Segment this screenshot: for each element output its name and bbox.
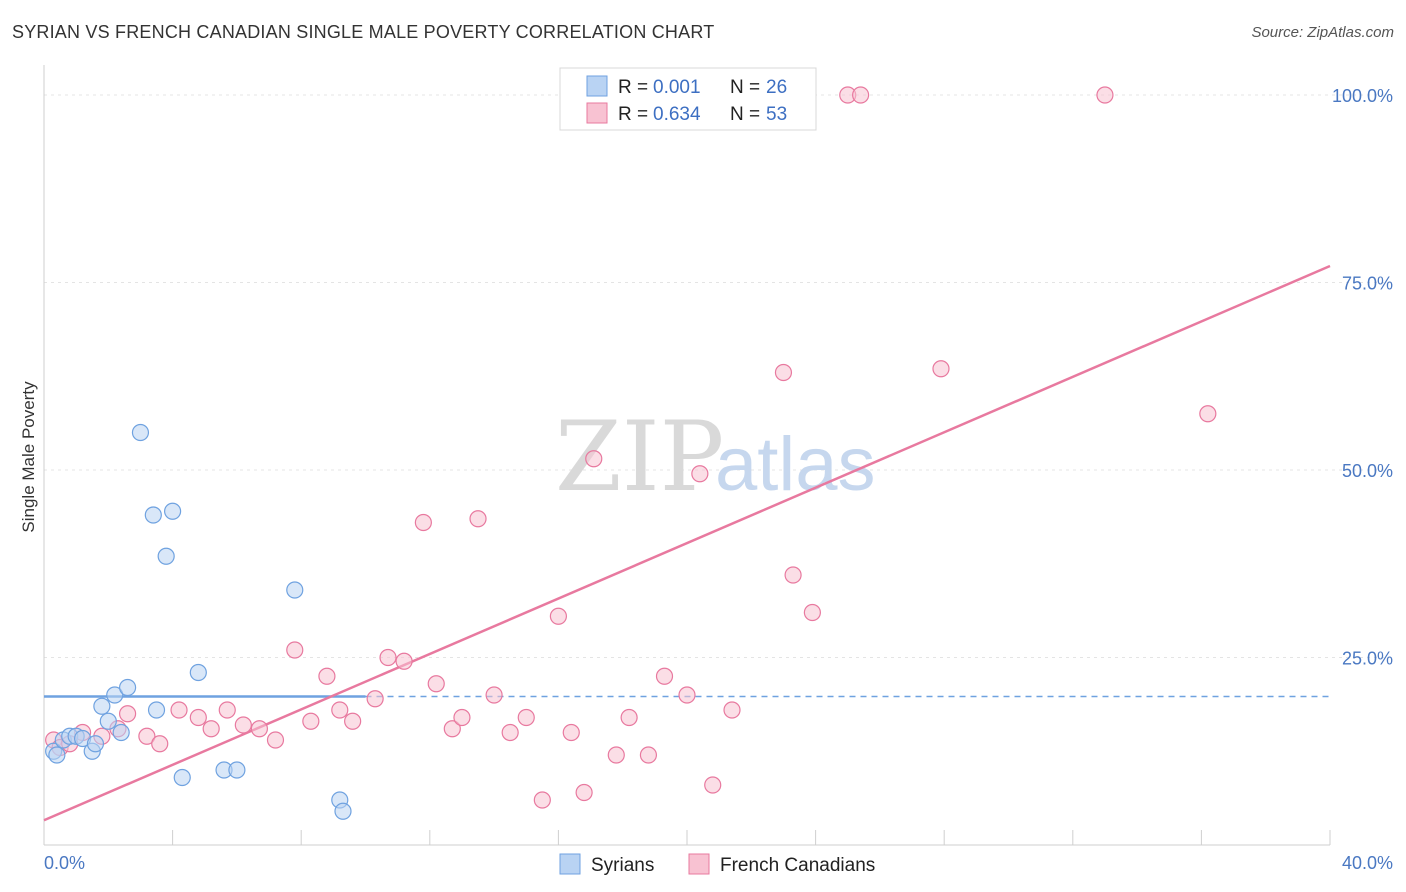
french-canadian-point	[366, 690, 384, 708]
french-canadian-point	[189, 708, 207, 727]
y-tick-label: 75.0%	[1342, 274, 1393, 294]
french-canadian-point	[469, 510, 487, 528]
x-tick-label: 0.0%	[44, 853, 85, 873]
french-canadian-point	[170, 701, 188, 719]
french-canadian-point	[344, 712, 362, 730]
french-canadian-point	[691, 465, 709, 483]
data-points	[45, 86, 1217, 820]
watermark-zip: ZIP	[555, 401, 724, 513]
source-credit: Source: ZipAtlas.com	[1251, 24, 1394, 41]
syrian-point	[157, 547, 175, 565]
legend-n-label-1: N =	[730, 77, 760, 98]
bottom-legend-french-canadians[interactable]: French Canadians	[720, 855, 875, 876]
legend-n-value-1: 26	[766, 77, 787, 98]
legend-r-value-2: 0.634	[653, 104, 701, 125]
legend-swatch-syrians	[586, 75, 608, 97]
french-canadian-point	[784, 566, 802, 584]
french-canadian-point	[138, 727, 156, 745]
french-canadian-point	[1199, 405, 1217, 423]
syrian-point	[286, 581, 304, 599]
french-canadian-point	[704, 776, 722, 794]
french-canadian-point	[562, 723, 580, 742]
french-canadian-point	[607, 746, 625, 764]
french-canadian-point	[774, 363, 793, 382]
watermark-atlas: atlas	[715, 422, 876, 507]
legend-r-value-1: 0.001	[653, 77, 701, 98]
syrian-point	[112, 723, 130, 742]
french-canadian-point	[331, 701, 349, 719]
chart-title: SYRIAN VS FRENCH CANADIAN SINGLE MALE PO…	[12, 22, 715, 42]
syrian-point	[86, 735, 105, 753]
french-canadian-point	[118, 705, 137, 723]
syrian-point	[118, 678, 137, 697]
bottom-legend-syrians[interactable]: Syrians	[591, 855, 654, 876]
syrian-point	[106, 686, 124, 704]
french-canadian-point	[443, 720, 461, 738]
legend-r-label-2: R =	[618, 104, 648, 125]
french-canadian-point	[575, 783, 593, 802]
bottom-legend-swatch-syrians[interactable]	[559, 853, 581, 875]
tick-labels: 25.0% 50.0% 75.0% 100.0% 0.0% 40.0%	[44, 86, 1393, 873]
french-canadian-point	[414, 513, 432, 532]
french-canadian-point	[218, 701, 236, 719]
syrian-point	[164, 502, 182, 520]
french-canadian-point	[585, 450, 603, 468]
french-canadian-point	[932, 360, 950, 378]
french-canadian-point	[202, 720, 220, 738]
french-canadian-point	[395, 652, 413, 670]
french-canadian-point	[379, 648, 397, 667]
french-canadian-point	[533, 791, 551, 809]
legend-box: R = 0.001 N = 26 R = 0.634 N = 53	[559, 67, 817, 131]
syrian-point	[334, 802, 352, 820]
french-canadian-point	[852, 86, 870, 104]
french-canadian-point	[427, 675, 445, 693]
syrian-point	[228, 761, 246, 779]
trend-lines	[43, 264, 1331, 822]
y-tick-label: 25.0%	[1342, 649, 1393, 669]
legend-n-label-2: N =	[730, 104, 760, 125]
french-canadian-point	[620, 708, 638, 727]
french-canadian-point	[286, 641, 304, 659]
syrian-point	[144, 506, 162, 524]
axes	[43, 65, 1331, 846]
y-tick-label: 100.0%	[1332, 86, 1393, 106]
french-canadian-point	[302, 712, 320, 730]
legend-swatch-french-canadians	[586, 102, 608, 124]
french-canadian-point	[453, 708, 471, 727]
syrian-point	[147, 701, 166, 719]
grid-lines	[44, 94, 1395, 658]
trend-line-french-canadians	[43, 264, 1331, 822]
french-canadian-point	[517, 708, 535, 727]
legend-n-value-2: 53	[766, 104, 787, 125]
y-tick-label: 50.0%	[1342, 461, 1393, 481]
french-canadian-point	[549, 607, 568, 625]
french-canadian-point	[266, 731, 285, 749]
bottom-legend: Syrians French Canadians	[559, 853, 875, 876]
syrian-point	[173, 768, 191, 787]
french-canadian-point	[501, 723, 519, 742]
syrian-point	[48, 746, 66, 764]
french-canadian-point	[639, 746, 658, 764]
bottom-legend-swatch-french-canadians[interactable]	[688, 853, 710, 875]
french-canadian-point	[655, 667, 674, 685]
french-canadian-point	[234, 716, 252, 734]
x-tick-label: 40.0%	[1342, 853, 1393, 873]
french-canadian-point	[803, 603, 821, 622]
syrian-point	[131, 423, 150, 442]
french-canadian-point	[151, 735, 169, 753]
syrian-point	[189, 663, 207, 682]
y-axis-label: Single Male Poverty	[19, 381, 38, 533]
french-canadian-point	[723, 701, 741, 719]
french-canadian-point	[318, 667, 336, 685]
syrian-point	[93, 697, 111, 715]
french-canadian-point	[485, 686, 503, 704]
watermark: ZIP atlas	[555, 401, 876, 513]
french-canadian-point	[1096, 86, 1114, 104]
french-canadian-point	[678, 686, 696, 704]
syrian-point	[99, 712, 117, 730]
legend-r-label-1: R =	[618, 77, 648, 98]
french-canadian-point	[250, 720, 269, 738]
